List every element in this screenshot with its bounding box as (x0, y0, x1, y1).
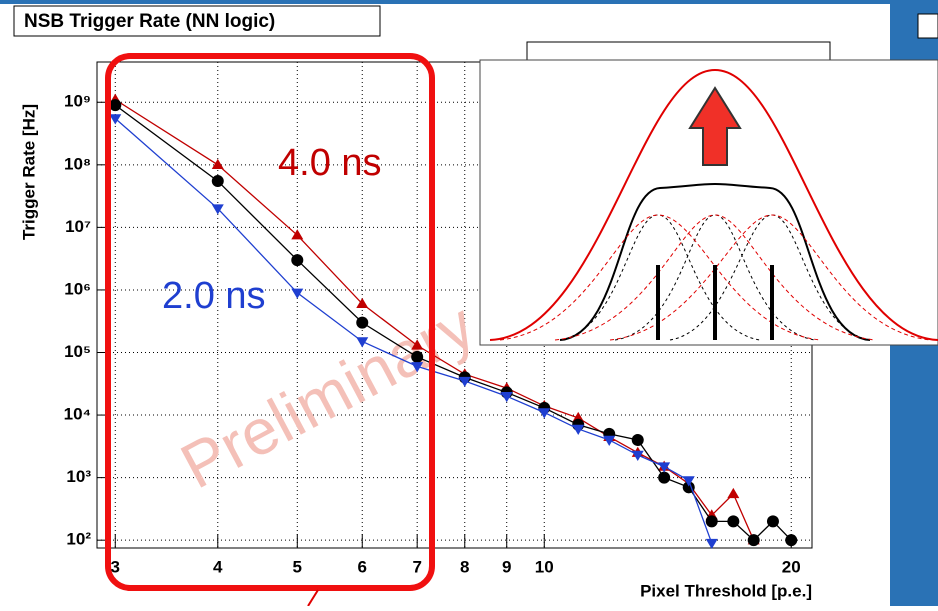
data-point (631, 450, 644, 461)
data-point (211, 204, 224, 215)
side-panel-box (917, 13, 938, 39)
y-tick-label: 10² (66, 530, 91, 549)
x-tick-label: 7 (412, 557, 421, 576)
data-point (356, 316, 369, 329)
chart-title: NSB Trigger Rate (NN logic) (24, 11, 275, 32)
data-point (747, 534, 760, 547)
data-point (109, 99, 122, 112)
x-tick-label: 3 (111, 557, 120, 576)
data-point (727, 487, 740, 499)
x-tick-label: 6 (358, 557, 367, 576)
data-point (109, 114, 122, 125)
data-point (291, 229, 304, 240)
data-point (211, 175, 224, 188)
data-point (500, 392, 513, 403)
y-tick-label: 10⁴ (64, 405, 91, 424)
inset-wide-pulses (499, 214, 931, 341)
y-axis-title: Trigger Rate [Hz] (19, 104, 38, 240)
data-point (705, 538, 718, 550)
x-tick-label: 20 (782, 557, 801, 576)
data-point (682, 476, 695, 487)
series-label: 4.0 ns (278, 142, 382, 184)
x-axis-title: Pixel Threshold [p.e.] (640, 581, 812, 600)
y-tick-label: 10³ (66, 467, 91, 486)
data-point (766, 515, 779, 528)
data-point (631, 433, 644, 446)
x-tick-label: 4 (213, 557, 223, 576)
data-point (411, 362, 424, 373)
callout-line (307, 589, 319, 607)
data-point (572, 424, 585, 435)
x-tick-label: 5 (293, 557, 302, 576)
y-tick-label: 10⁵ (64, 342, 91, 361)
inset-pulse (559, 182, 871, 341)
inset-sum-curve (489, 68, 938, 341)
data-point (356, 297, 369, 309)
data-point (211, 158, 224, 170)
inset-single-pulses (559, 214, 871, 341)
inset (479, 59, 938, 346)
inset-arrow (688, 86, 742, 166)
data-point (291, 288, 304, 299)
data-point (603, 435, 616, 446)
y-tick-label: 10⁹ (64, 92, 91, 111)
slide-top-band (0, 0, 890, 4)
x-tick-label: 10 (535, 557, 554, 576)
y-tick-label: 10⁷ (65, 217, 91, 236)
x-tick-label: 8 (460, 557, 469, 576)
data-point (411, 339, 424, 350)
data-point (705, 515, 718, 528)
data-point (785, 534, 798, 547)
data-point (727, 515, 740, 528)
data-point (538, 408, 551, 419)
data-point (411, 350, 424, 363)
x-tick-label: 9 (502, 557, 511, 576)
data-point (658, 471, 671, 484)
y-tick-label: 10⁶ (64, 279, 91, 298)
data-point (458, 376, 471, 388)
data-point (356, 337, 369, 348)
series-line (114, 99, 755, 541)
y-tick-label: 10⁸ (64, 154, 91, 173)
series-label: 2.0 ns (162, 275, 266, 317)
data-point (291, 254, 304, 267)
data-point (658, 462, 671, 473)
title-box (13, 5, 381, 37)
highlight-box (105, 53, 435, 591)
